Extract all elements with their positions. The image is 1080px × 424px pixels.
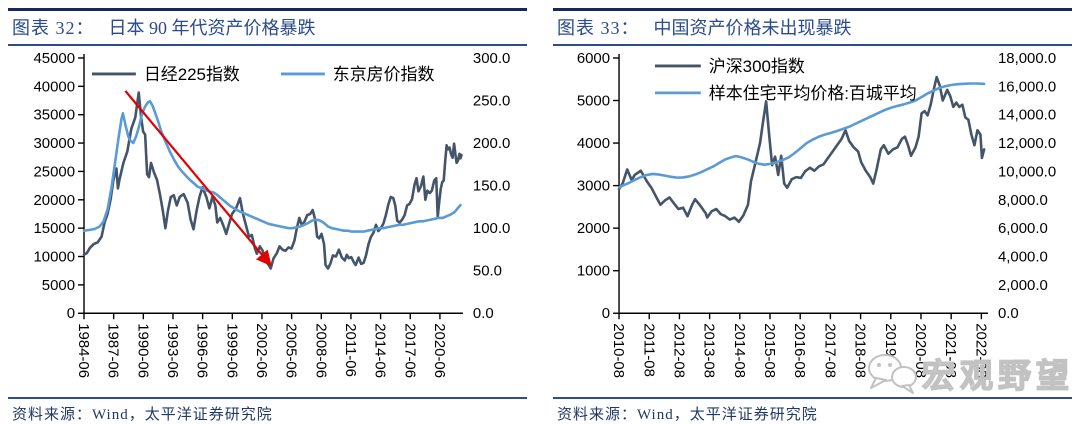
series-line-1 bbox=[82, 100, 462, 233]
svg-text:10,000.0: 10,000.0 bbox=[998, 163, 1056, 180]
svg-text:6,000.0: 6,000.0 bbox=[998, 220, 1048, 237]
svg-text:0.0: 0.0 bbox=[473, 305, 494, 322]
figure-label: 图表 33： bbox=[557, 17, 640, 38]
figure-label: 图表 32： bbox=[12, 17, 95, 38]
chart-china-asset-prices: 0 1000 2000 3000 4000 5000 6000 0.0 2,000.0 4,000… bbox=[577, 50, 1056, 378]
y-axis-left: 0 5000 10000 15000 20000 25000 30000 35000 40000… bbox=[33, 50, 85, 322]
svg-text:2011-06: 2011-06 bbox=[342, 323, 359, 377]
y-axis-left: 0 1000 2000 3000 4000 5000 6000 bbox=[577, 50, 620, 322]
source-note: 资料来源：Wind，太平洋证券研究院 bbox=[12, 407, 273, 423]
svg-text:8,000.0: 8,000.0 bbox=[998, 192, 1048, 209]
svg-text:2017-08: 2017-08 bbox=[821, 323, 838, 378]
svg-text:4000: 4000 bbox=[577, 135, 610, 152]
svg-text:10000: 10000 bbox=[33, 248, 75, 265]
svg-text:150.0: 150.0 bbox=[473, 178, 510, 195]
svg-text:5000: 5000 bbox=[577, 92, 610, 109]
svg-text:15000: 15000 bbox=[33, 220, 75, 237]
svg-text:12,000.0: 12,000.0 bbox=[998, 135, 1056, 152]
svg-text:0: 0 bbox=[67, 305, 75, 322]
svg-text:2014-06: 2014-06 bbox=[372, 323, 389, 378]
svg-text:1996-06: 1996-06 bbox=[194, 323, 211, 378]
legend: 日经225指数 东京房价指数 bbox=[91, 65, 435, 84]
svg-text:东京房价指数: 东京房价指数 bbox=[333, 65, 435, 84]
svg-text:40000: 40000 bbox=[33, 78, 75, 95]
svg-text:2,000.0: 2,000.0 bbox=[998, 277, 1048, 294]
svg-text:2020-08: 2020-08 bbox=[912, 323, 929, 378]
source-topline-rule bbox=[553, 397, 1072, 399]
svg-text:5000: 5000 bbox=[42, 277, 75, 294]
svg-text:沪深300指数: 沪深300指数 bbox=[709, 57, 805, 76]
svg-text:2010-08: 2010-08 bbox=[610, 323, 627, 378]
svg-text:2005-06: 2005-06 bbox=[283, 323, 300, 378]
chart-japan-asset-prices: 0 5000 10000 15000 20000 25000 30000 35000 40000… bbox=[33, 50, 510, 378]
title-underline-rule bbox=[553, 43, 1072, 46]
panel-top-rule bbox=[8, 8, 527, 11]
svg-text:2008-06: 2008-06 bbox=[312, 323, 329, 378]
figure-title-text: 中国资产价格未出现暴跌 bbox=[653, 17, 852, 38]
svg-text:2022-08: 2022-08 bbox=[972, 323, 989, 378]
svg-text:1984-06: 1984-06 bbox=[75, 323, 92, 378]
svg-text:250.0: 250.0 bbox=[473, 92, 510, 109]
svg-text:2002-06: 2002-06 bbox=[253, 323, 270, 378]
svg-text:3000: 3000 bbox=[577, 178, 610, 195]
svg-text:2000: 2000 bbox=[577, 220, 610, 237]
svg-text:1990-06: 1990-06 bbox=[134, 323, 151, 378]
svg-text:300.0: 300.0 bbox=[473, 50, 510, 67]
svg-text:2012-08: 2012-08 bbox=[670, 323, 687, 378]
svg-text:30000: 30000 bbox=[33, 135, 75, 152]
panel-china: 图表 33： 中国资产价格未出现暴跌 0 1000 2000 3000 4000 5000… bbox=[553, 8, 1072, 424]
x-axis: 1984-06 1987-06 1990-06 1993-06 1996-06 1999-… bbox=[75, 312, 463, 378]
svg-text:50.0: 50.0 bbox=[473, 263, 502, 280]
svg-text:样本住宅平均价格:百城平均: 样本住宅平均价格:百城平均 bbox=[709, 84, 917, 103]
svg-text:1000: 1000 bbox=[577, 263, 610, 280]
svg-text:0: 0 bbox=[602, 305, 610, 322]
figure-title-text: 日本 90 年代资产价格暴跌 bbox=[108, 17, 316, 38]
x-axis: 2010-08 2011-08 2012-08 2013-08 2014-08 2015-… bbox=[610, 312, 989, 378]
svg-text:45000: 45000 bbox=[33, 50, 75, 67]
svg-text:日经225指数: 日经225指数 bbox=[144, 65, 240, 84]
svg-text:1993-06: 1993-06 bbox=[164, 323, 181, 378]
series-line-0 bbox=[617, 75, 986, 224]
svg-text:35000: 35000 bbox=[33, 107, 75, 124]
crash-annotation-arrow bbox=[124, 90, 272, 267]
svg-text:200.0: 200.0 bbox=[473, 135, 510, 152]
svg-text:2013-08: 2013-08 bbox=[701, 323, 718, 378]
svg-text:14,000.0: 14,000.0 bbox=[998, 107, 1056, 124]
figure-title-japan: 图表 32： 日本 90 年代资产价格暴跌 bbox=[8, 11, 527, 44]
svg-text:100.0: 100.0 bbox=[473, 220, 510, 237]
svg-text:2021-08: 2021-08 bbox=[942, 323, 959, 378]
panel-top-rule bbox=[553, 8, 1072, 11]
svg-text:25000: 25000 bbox=[33, 163, 75, 180]
series-line-1 bbox=[617, 82, 986, 189]
svg-text:6000: 6000 bbox=[577, 50, 610, 67]
panel-japan: 图表 32： 日本 90 年代资产价格暴跌 0 5000 10000 15000 200… bbox=[8, 8, 527, 424]
source-topline-rule bbox=[8, 397, 527, 399]
svg-text:2018-08: 2018-08 bbox=[852, 323, 869, 378]
title-underline-rule bbox=[8, 43, 527, 46]
svg-text:2011-08: 2011-08 bbox=[640, 323, 657, 377]
svg-text:2019-08: 2019-08 bbox=[882, 323, 899, 378]
source-note: 资料来源：Wind，太平洋证券研究院 bbox=[557, 407, 818, 423]
svg-text:2020-06: 2020-06 bbox=[431, 323, 448, 378]
svg-text:1999-06: 1999-06 bbox=[223, 323, 240, 378]
svg-text:4,000.0: 4,000.0 bbox=[998, 248, 1048, 265]
y-axis-right: 0.0 2,000.0 4,000.0 6,000.0 8,000.0 10,000.0 1… bbox=[998, 50, 1056, 322]
svg-text:1987-06: 1987-06 bbox=[105, 323, 122, 378]
svg-text:2017-06: 2017-06 bbox=[401, 323, 418, 378]
svg-text:18,000.0: 18,000.0 bbox=[998, 50, 1056, 67]
y-axis-right: 0.0 50.0 100.0 150.0 200.0 250.0 300.0 bbox=[473, 50, 510, 322]
svg-text:20000: 20000 bbox=[33, 192, 75, 209]
svg-text:2016-08: 2016-08 bbox=[791, 323, 808, 378]
svg-text:2014-08: 2014-08 bbox=[731, 323, 748, 378]
svg-text:2015-08: 2015-08 bbox=[761, 323, 778, 378]
svg-text:0.0: 0.0 bbox=[998, 305, 1019, 322]
svg-text:16,000.0: 16,000.0 bbox=[998, 78, 1056, 95]
figure-title-china: 图表 33： 中国资产价格未出现暴跌 bbox=[553, 11, 1072, 44]
